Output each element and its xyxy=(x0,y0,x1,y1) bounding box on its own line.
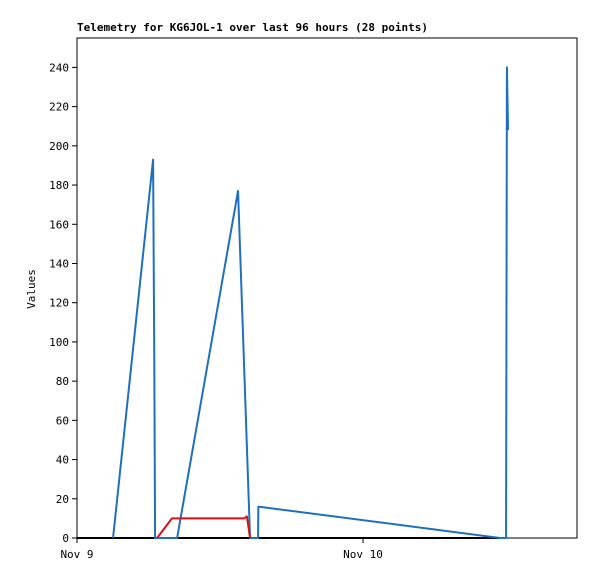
y-tick-label: 0 xyxy=(62,532,69,545)
y-tick-label: 200 xyxy=(49,140,69,153)
y-tick-label: 220 xyxy=(49,101,69,114)
x-tick-label: Nov 9 xyxy=(60,548,93,561)
y-tick-label: 120 xyxy=(49,297,69,310)
x-tick-label: Nov 10 xyxy=(343,548,383,561)
y-axis-label: Values xyxy=(25,269,38,309)
y-tick-label: 60 xyxy=(56,414,69,427)
y-tick-label: 180 xyxy=(49,179,69,192)
y-tick-label: 140 xyxy=(49,257,69,270)
y-tick-label: 40 xyxy=(56,454,69,467)
series-line xyxy=(156,515,252,539)
y-tick-label: 240 xyxy=(49,61,69,74)
chart-title: Telemetry for KG6JOL-1 over last 96 hour… xyxy=(77,21,428,34)
y-tick-label: 20 xyxy=(56,493,69,506)
y-tick-label: 100 xyxy=(49,336,69,349)
y-tick-label: 160 xyxy=(49,218,69,231)
y-tick-label: 80 xyxy=(56,375,69,388)
